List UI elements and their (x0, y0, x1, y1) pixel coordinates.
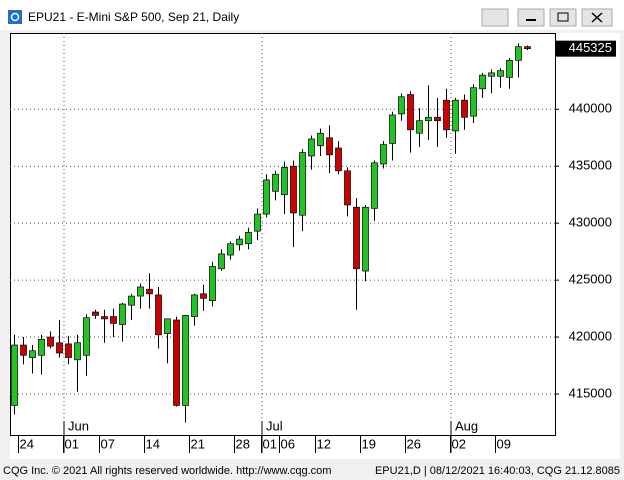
candle-body (326, 137, 333, 156)
candle-body (506, 59, 513, 78)
candle-body (209, 266, 216, 301)
x-tick-label: 24 (20, 436, 34, 451)
candle-body (137, 286, 144, 297)
candle-body (254, 213, 261, 232)
candle-body (11, 344, 18, 406)
candle-body (497, 70, 504, 77)
candle-body (407, 94, 414, 131)
app-icon (8, 10, 22, 24)
x-tick-label: 28 (236, 436, 250, 451)
window-title: EPU21 - E-Mini S&P 500, Sep 21, Daily (28, 10, 239, 24)
footer-right: EPU21,D | 08/12/2021 16:40:03, CQG 21.12… (375, 465, 620, 477)
candle-body (290, 165, 297, 214)
x-tick-label: 01 (263, 436, 277, 451)
candle-body (308, 138, 315, 157)
candle-body (263, 179, 270, 215)
y-tick-label: 425000 (569, 272, 612, 287)
candle-body (353, 206, 360, 270)
candle-body (83, 317, 90, 356)
candle-body (398, 96, 405, 115)
y-tick-label: 415000 (569, 385, 612, 400)
candle-body (461, 99, 468, 118)
candle-body (164, 318, 171, 334)
candle-body (425, 116, 432, 122)
candle-body (56, 342, 63, 354)
candle-body (182, 315, 189, 406)
month-label: Jun (68, 418, 89, 433)
candle-body (65, 343, 72, 358)
candle-body (236, 238, 243, 246)
maximize-button[interactable] (549, 8, 577, 27)
candle-body (281, 167, 288, 196)
maximize-glyph (557, 12, 569, 22)
candle-body (173, 319, 180, 406)
x-tick-label: 06 (281, 436, 295, 451)
candle-body (470, 87, 477, 117)
candle-body (218, 253, 225, 270)
y-tick-label: 440000 (569, 101, 612, 116)
candle-body (452, 99, 459, 132)
minimize-button[interactable] (517, 8, 545, 27)
candle-body (92, 311, 99, 316)
y-tick-label: 430000 (569, 215, 612, 230)
status-bar (0, 462, 624, 480)
candle-body (443, 99, 450, 131)
y-tick-label: 435000 (569, 158, 612, 173)
x-tick-label: 01 (65, 436, 79, 451)
candle-body (434, 116, 441, 122)
x-tick-label: 07 (101, 436, 115, 451)
plot-frame (10, 33, 556, 436)
candle-body (317, 132, 324, 147)
x-tick-label: 09 (497, 436, 511, 451)
candle-body (74, 342, 81, 361)
x-tick-label: 02 (452, 436, 466, 451)
candle-body (416, 120, 423, 134)
candle-body (344, 170, 351, 206)
candle-body (119, 303, 126, 325)
candle-body (479, 74, 486, 90)
candle-body (272, 173, 279, 192)
candle-body (227, 243, 234, 256)
candle-body (299, 152, 306, 216)
month-label: Aug (455, 418, 478, 433)
last-price-box (556, 40, 616, 57)
candle-body (245, 231, 252, 245)
x-tick-label: 21 (191, 436, 205, 451)
app-icon-glyph (10, 12, 20, 22)
candle-body (128, 295, 135, 306)
candle-body (371, 162, 378, 209)
candle-body (488, 72, 495, 77)
x-tick-label: 12 (317, 436, 331, 451)
candle-body (191, 294, 198, 317)
candle-body (47, 336, 54, 347)
candle-body (515, 46, 522, 61)
month-label: Jul (266, 418, 283, 433)
candle-body (29, 350, 36, 358)
candle-body (335, 147, 342, 172)
candle-body (20, 344, 27, 356)
candle-body (38, 338, 45, 356)
x-tick-label: 14 (146, 436, 160, 451)
candle-body (389, 114, 396, 144)
candle-body (146, 288, 153, 295)
last-price-label: 445325 (569, 40, 612, 55)
x-tick-label: 26 (407, 436, 421, 451)
chart-panel (10, 33, 620, 459)
candle-body (362, 206, 369, 272)
candle-body (380, 144, 387, 165)
close-glyph (591, 12, 603, 23)
link-button[interactable] (481, 8, 509, 27)
candle-body (200, 293, 207, 299)
candle-body (110, 316, 117, 324)
candle-body (101, 316, 108, 320)
candle-body (155, 294, 162, 336)
y-tick-label: 420000 (569, 328, 612, 343)
x-tick-label: 19 (362, 436, 376, 451)
footer-left: CQG Inc. © 2021 All rights reserved worl… (3, 465, 331, 477)
candle-body (524, 46, 531, 50)
